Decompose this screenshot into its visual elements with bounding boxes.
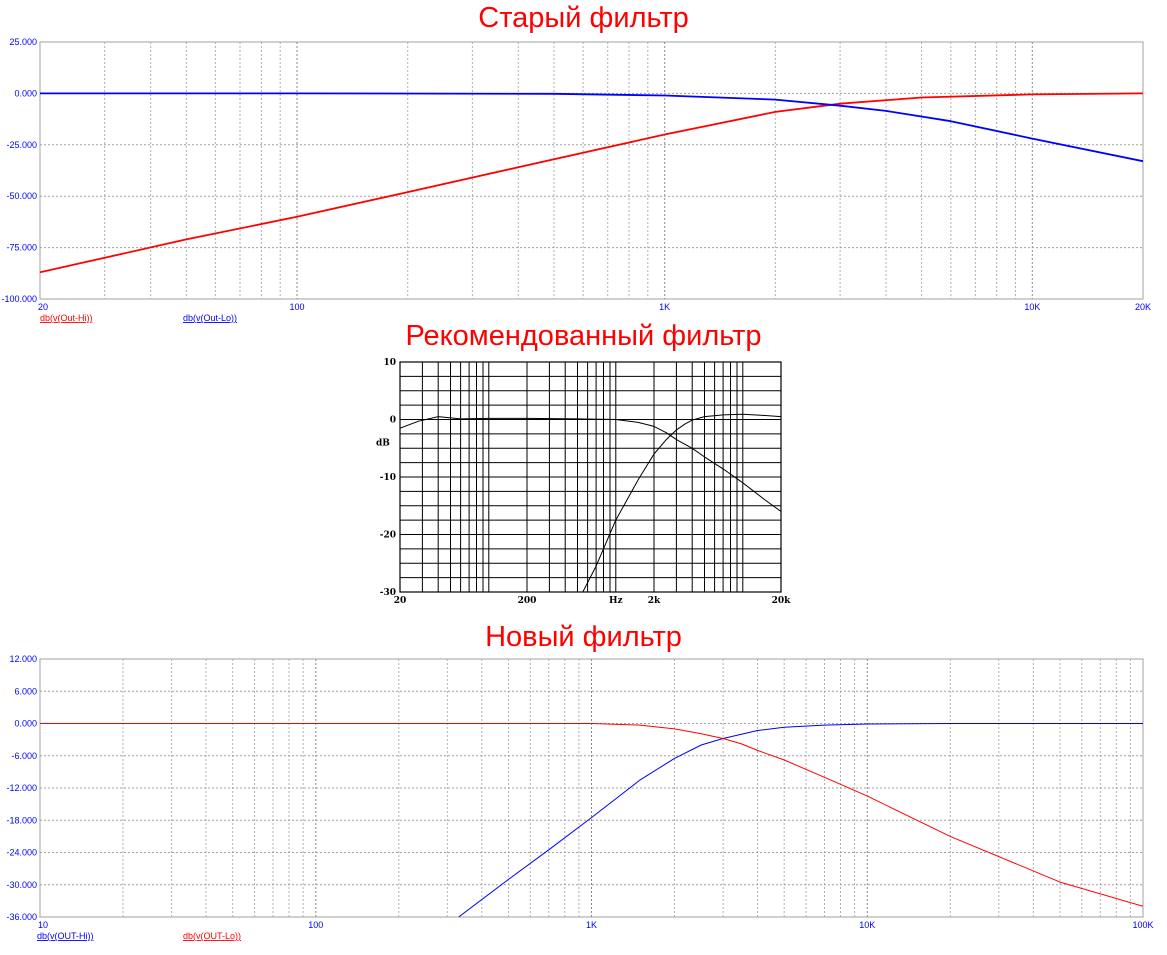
series-line-1 [40, 92, 1143, 274]
legend-entry: db(v(OUT-Lo)) [183, 931, 241, 941]
recommended-filter-title: Рекомендованный фильтр [405, 320, 762, 352]
y-tick-label: -12.000 [6, 783, 37, 793]
y-tick-label: -75.000 [6, 243, 37, 253]
x-tick-label: 100 [308, 920, 323, 930]
y-tick-label: 10 [383, 358, 396, 368]
legend-entry: db(v(Out-Lo)) [183, 313, 237, 323]
x-tick-label: 20K [1135, 302, 1151, 312]
x-tick-label: 20 [38, 302, 48, 312]
y-tick-label: -24.000 [6, 848, 37, 858]
chart-1: 25.000 0.000 -25.000 -50.000 -75.000 -100.000… [1, 37, 1151, 323]
y-tick-label: 6.000 [14, 686, 37, 696]
x-tick-label: 20k [772, 596, 792, 606]
x-tick-label: 10 [38, 920, 48, 930]
y-tick-label: -20 [380, 531, 396, 541]
old-filter-title: Старый фильтр [478, 2, 689, 34]
y-tick-label: -50.000 [6, 191, 37, 201]
y-tick-label: 0 [390, 416, 396, 426]
x-tick-label: 1K [586, 920, 597, 930]
legend-entry: db(v(Out-Hi)) [40, 313, 93, 323]
y-tick-label: -30 [380, 588, 396, 598]
x-tick-label: 100K [1132, 920, 1153, 930]
x-tick-label: 20 [394, 596, 407, 606]
y-tick-label: -25.000 [6, 140, 37, 150]
y-tick-label: -36.000 [6, 912, 37, 922]
series-line-2 [582, 413, 781, 592]
y-tick-label: 0.000 [14, 719, 37, 729]
x-tick-label: 10K [859, 920, 875, 930]
y-tick-label: -30.000 [6, 880, 37, 890]
x-axis-label: Hz [609, 596, 623, 606]
legend-entry: db(v(OUT-Hi)) [37, 931, 94, 941]
y-tick-label: -18.000 [6, 815, 37, 825]
x-tick-label: 2k [648, 596, 661, 606]
y-tick-label: 0.000 [14, 88, 37, 98]
y-tick-label: -10 [380, 473, 396, 483]
y-tick-label: 25.000 [9, 37, 37, 47]
x-tick-label: 1K [659, 302, 670, 312]
series-line-1 [400, 416, 781, 512]
x-tick-label: 200 [518, 596, 537, 606]
y-axis-label: dB [376, 438, 390, 448]
series-line-2 [40, 723, 1143, 907]
x-tick-label: 100 [289, 302, 304, 312]
chart-3: 12.000 6.000 0.000 -6.000 -12.000 -18.000 -24.… [6, 654, 1153, 941]
plot-frame [39, 41, 1144, 300]
series-line-1 [458, 723, 1143, 917]
new-filter-title: Новый фильтр [485, 621, 682, 653]
y-tick-label: -6.000 [11, 751, 37, 761]
y-tick-label: 12.000 [9, 654, 37, 664]
x-tick-label: 10K [1024, 302, 1040, 312]
y-tick-label: -100.000 [1, 294, 37, 304]
series-line-2 [40, 92, 1143, 163]
